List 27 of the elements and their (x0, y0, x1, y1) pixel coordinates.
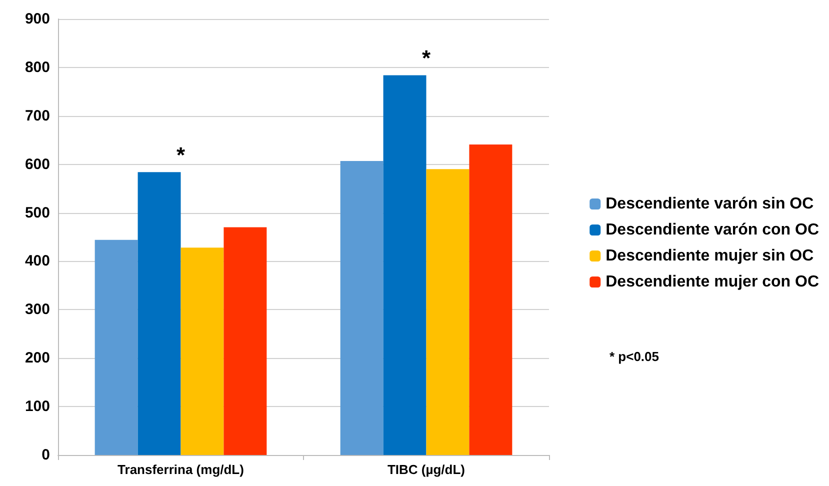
legend-label: Descendiente varón sin OC (606, 196, 814, 212)
y-tick-label: 600 (24, 156, 50, 173)
x-tick-label: Transferrina (mg/dL) (118, 462, 244, 477)
y-tick-label: 200 (24, 350, 50, 367)
y-tick-label: 900 (24, 10, 50, 28)
y-tick-label: 400 (24, 252, 50, 270)
y-tick-label: 100 (24, 398, 50, 416)
annotation: * (422, 46, 431, 71)
legend-label: Descendiente mujer sin OC (606, 248, 814, 264)
bar (469, 144, 512, 455)
y-tick-label: 800 (24, 58, 50, 76)
legend-label: Descendiente mujer con OC (606, 274, 820, 290)
y-tick-label: 500 (24, 204, 50, 222)
bar (426, 169, 470, 455)
legend-label: Descendiente varón con OC (606, 222, 820, 238)
bar (383, 75, 426, 455)
text: * p<0.05 (609, 349, 660, 364)
x-tick-label: TIBC (µg/dL) (387, 462, 466, 477)
bar (138, 172, 181, 455)
bar (180, 248, 224, 455)
y-tick-label: 700 (24, 107, 50, 124)
annotation: * (176, 142, 186, 168)
bar (94, 240, 138, 455)
bar (224, 227, 267, 455)
y-tick-label: 0 (42, 446, 50, 464)
y-tick-label: 300 (24, 301, 50, 318)
bar (340, 160, 384, 455)
